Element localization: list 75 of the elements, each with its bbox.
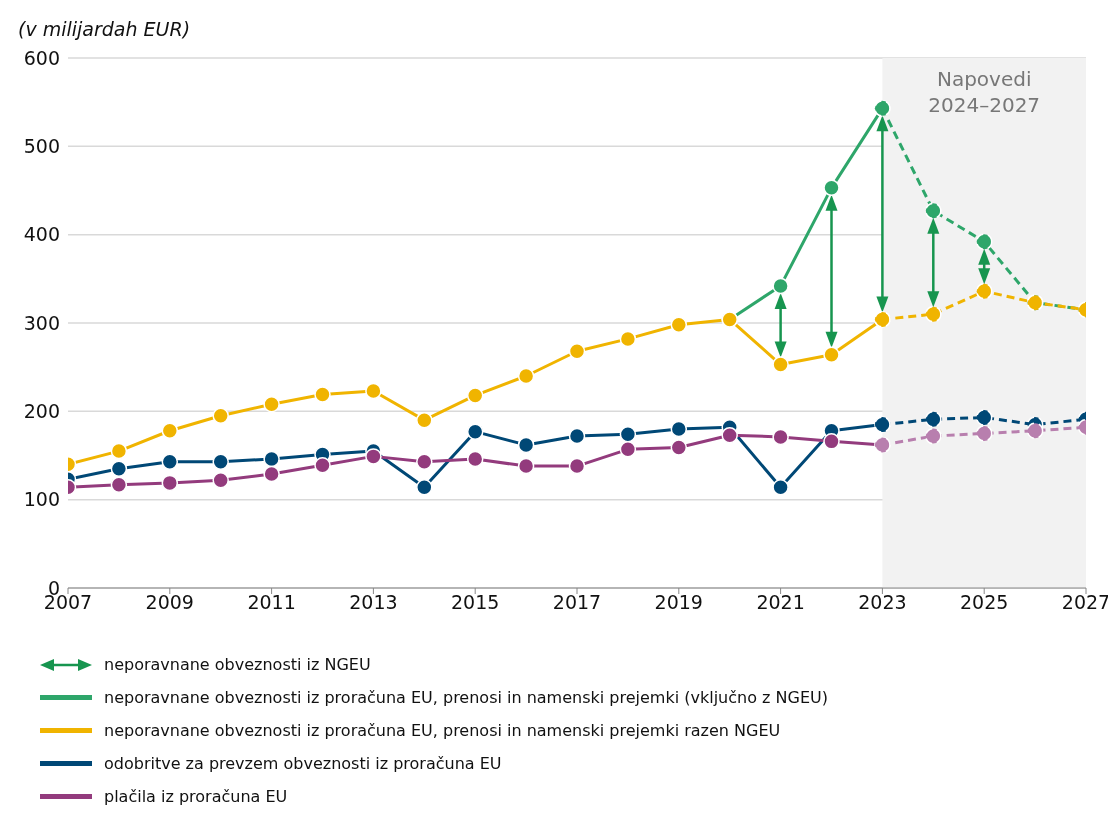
y-tick-label: 400 [23,223,60,246]
point [466,387,484,404]
point [772,479,789,496]
y-axis-title: (v milijardah EUR) [18,18,191,40]
point [823,346,840,364]
point [365,382,382,400]
legend-label: neporavnane obveznosti iz proračuna EU, prenosi in namenski prejemki (vključno z NGEU) [104,688,828,707]
point [416,411,433,429]
point [975,409,993,426]
point [670,420,688,438]
point [925,427,942,445]
point [517,436,535,454]
point [110,476,128,493]
y-tick-label: 300 [23,311,60,334]
point [975,233,993,250]
y-tick-label: 600 [23,46,60,69]
legend-label: neporavnane obveznosti iz proračuna EU, prenosi in namenski prejemki razen NGEU [104,721,781,740]
text: neporavnane obveznosti iz NGEU [104,655,371,674]
point [517,367,535,385]
point [721,426,738,444]
point [619,441,637,458]
x-tick-label: 2027 [1061,591,1111,614]
point [161,453,179,470]
point [365,448,382,465]
x-tick-label: 2025 [960,591,1009,614]
point [670,439,688,456]
x-tick-label: 2011 [247,591,296,614]
point [466,450,484,468]
x-tick-label: 2015 [451,591,500,614]
point [975,282,993,300]
point [314,386,331,403]
point [263,396,280,413]
x-tick-label: 2017 [552,591,602,614]
point [925,305,942,323]
x-tick-label: 2021 [756,591,805,614]
y-tick-label: 100 [23,488,60,511]
point [568,343,586,360]
point [925,411,942,428]
point [517,457,535,475]
point [110,460,128,477]
point [823,179,840,197]
band-label: Napovedi 2024–2027 [928,67,1041,117]
y-tick-label: 500 [23,135,60,158]
point [772,428,789,446]
point [263,450,280,468]
point [212,453,229,470]
point [314,456,331,474]
point [772,356,789,373]
point [416,453,433,470]
point [670,316,688,334]
y-tick-label: 200 [23,400,60,423]
point [772,277,789,295]
point [161,474,179,492]
point [874,416,891,433]
point [212,407,229,424]
point [925,202,942,220]
point [110,442,128,460]
point [263,465,280,483]
legend-label: plačila iz proračuna EU [104,787,288,806]
point [619,330,637,348]
x-tick-label: 2019 [654,591,703,614]
point [466,423,484,440]
point [568,457,586,475]
point [212,471,229,489]
point [975,425,993,442]
x-tick-label: 2023 [858,591,907,614]
point [568,427,586,445]
legend-label: odobritve za prevzem obveznosti iz proračuna EU [104,754,502,773]
point [416,479,433,496]
point [1026,422,1044,440]
point [619,426,637,443]
point [823,433,840,450]
x-tick-label: 2013 [349,591,398,614]
point [161,422,179,440]
x-tick-label: 2009 [145,591,194,614]
